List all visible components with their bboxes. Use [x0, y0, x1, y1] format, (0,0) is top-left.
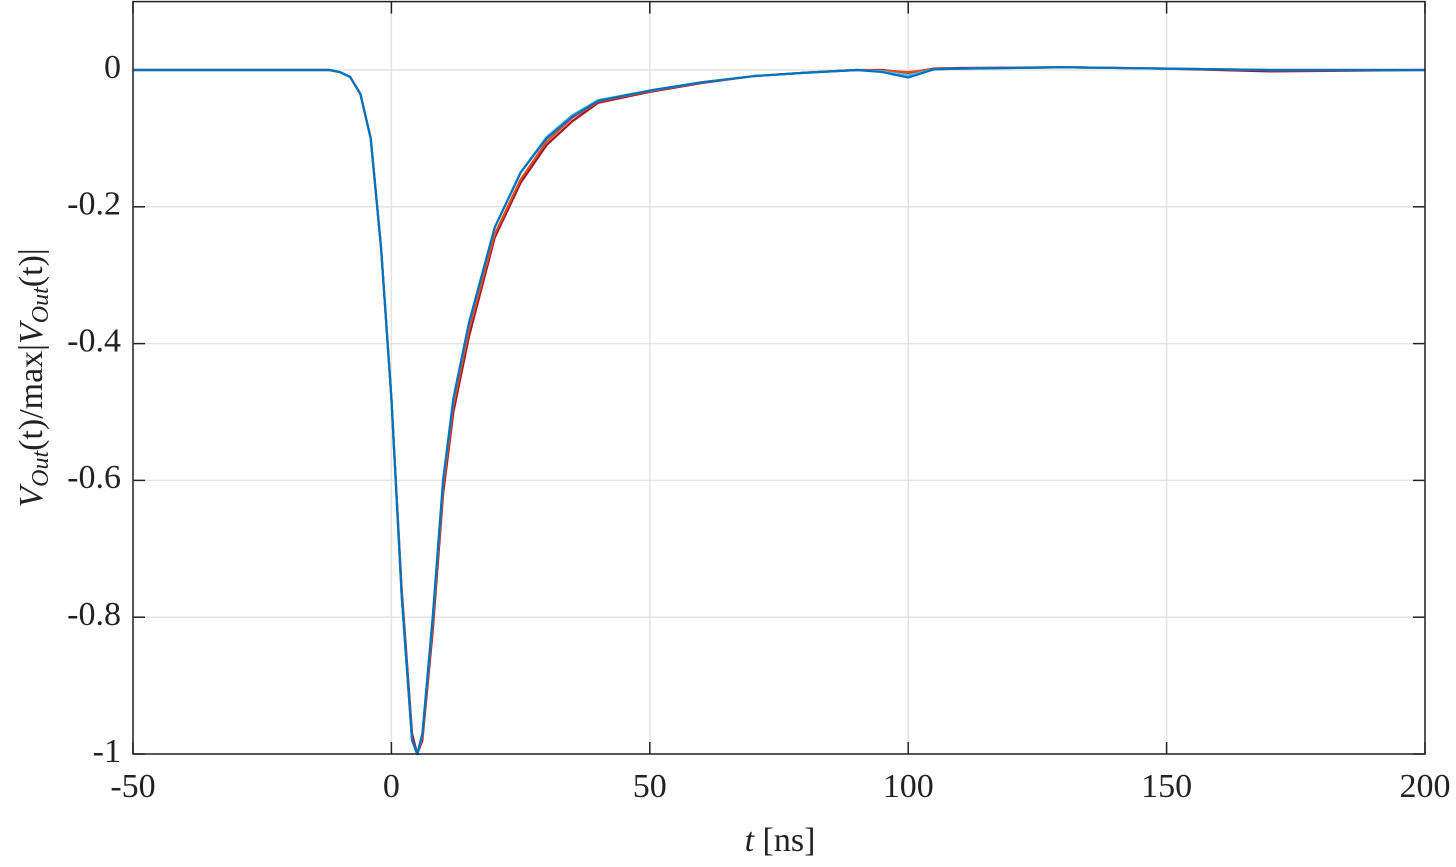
y-label-part: (t)| — [13, 248, 50, 287]
x-tick-label: 100 — [883, 768, 934, 805]
series-line — [133, 66, 1425, 756]
y-axis-label: VOut(t)/max|VOut(t)| — [13, 248, 54, 507]
x-label-part: t — [745, 822, 756, 859]
y-tick-label: -0.8 — [67, 596, 121, 633]
y-label-part: (t)/max| — [13, 344, 50, 451]
x-label-part: [ns] — [754, 822, 815, 859]
y-tick-label: -0.6 — [67, 459, 121, 496]
series-line — [133, 66, 1426, 756]
x-tick-label: 150 — [1141, 768, 1192, 805]
y-tick-label: -1 — [93, 733, 121, 770]
y-tick-label: -0.4 — [67, 322, 121, 359]
y-label-part: Out — [28, 450, 54, 487]
y-label-part: Out — [28, 286, 54, 323]
y-tick-label: 0 — [104, 49, 121, 86]
series-line — [133, 66, 1425, 756]
x-tick-label: 0 — [383, 768, 400, 805]
plot-frame — [132, 0, 1426, 755]
y-tick-label: -0.2 — [67, 186, 121, 223]
series-line — [133, 66, 1425, 756]
x-axis-label: t [ns] — [745, 822, 816, 859]
x-tick-label: -50 — [110, 768, 155, 805]
x-tick-label: 50 — [633, 768, 667, 805]
x-tick-label: 200 — [1400, 768, 1451, 805]
